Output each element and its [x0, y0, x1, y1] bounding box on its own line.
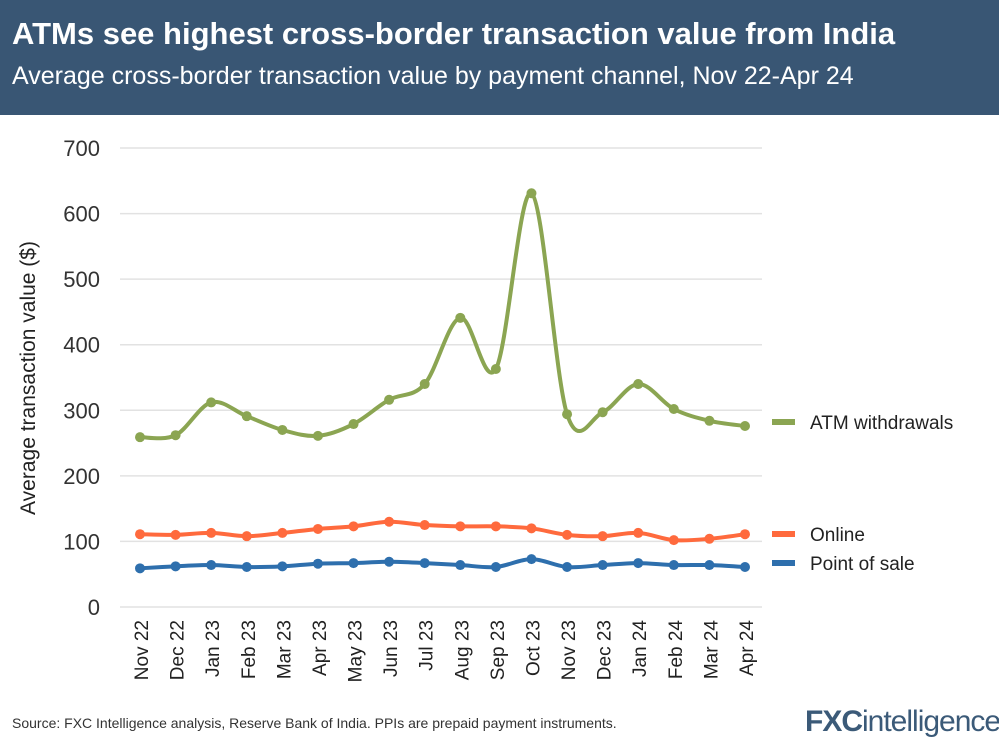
data-point-atm-withdrawals: [562, 409, 573, 420]
data-point-atm-withdrawals: [419, 379, 430, 390]
data-point-online: [135, 529, 145, 540]
data-point-online: [170, 529, 181, 540]
series-line-online: [139, 519, 746, 543]
x-tick-label: Mar 23: [274, 620, 295, 679]
data-point-online: [206, 527, 217, 538]
data-point-atm-withdrawals: [597, 407, 608, 418]
data-point-atm-withdrawals: [490, 363, 501, 374]
data-point-point-of-sale: [455, 560, 466, 571]
data-point-point-of-sale: [170, 561, 181, 572]
data-point-point-of-sale: [206, 560, 217, 571]
data-point-atm-withdrawals: [526, 188, 537, 199]
x-tick-label: Apr 24: [737, 620, 758, 676]
x-tick-label: Mar 24: [701, 620, 722, 680]
x-tick-label: Jul 23: [417, 620, 438, 671]
data-point-point-of-sale: [348, 558, 359, 569]
x-tick-label: Feb 23: [239, 620, 260, 679]
data-point-atm-withdrawals: [135, 432, 145, 443]
legend-label-point-of-sale: Point of sale: [810, 554, 915, 575]
x-tick-label: Dec 23: [595, 620, 616, 680]
data-point-point-of-sale: [597, 560, 608, 571]
data-point-atm-withdrawals: [170, 430, 181, 441]
data-point-point-of-sale: [241, 562, 252, 573]
y-axis-label: Average transaction value ($): [17, 241, 40, 515]
data-point-point-of-sale: [277, 561, 288, 572]
data-point-online: [384, 516, 395, 527]
data-point-point-of-sale: [384, 556, 395, 567]
source-note: Source: FXC Intelligence analysis, Reser…: [12, 715, 617, 731]
data-point-atm-withdrawals: [455, 312, 466, 323]
data-point-online: [597, 531, 608, 542]
data-point-atm-withdrawals: [384, 394, 395, 405]
data-point-online: [633, 527, 644, 538]
header: ATMs see highest cross-border transactio…: [0, 0, 999, 115]
data-point-atm-withdrawals: [312, 430, 323, 441]
data-point-point-of-sale: [135, 563, 145, 574]
y-tick-label: 100: [63, 529, 100, 554]
data-point-atm-withdrawals: [704, 415, 715, 426]
data-point-point-of-sale: [740, 562, 750, 573]
x-tick-label: Jun 23: [381, 620, 402, 677]
chart-subtitle: Average cross-border transaction value b…: [12, 62, 854, 90]
data-point-online: [704, 533, 715, 544]
x-tick-label: Apr 23: [310, 620, 331, 676]
x-tick-label: Jan 23: [203, 620, 224, 677]
data-point-atm-withdrawals: [348, 419, 359, 430]
data-point-online: [312, 523, 323, 534]
data-point-online: [455, 521, 466, 532]
data-point-point-of-sale: [704, 560, 715, 571]
y-tick-label: 400: [63, 333, 100, 358]
x-tick-label: Nov 23: [559, 620, 580, 680]
data-point-point-of-sale: [419, 558, 430, 569]
x-tick-label: Jan 24: [630, 620, 651, 677]
fxc-intelligence-logo: FXCintelligence: [805, 705, 999, 738]
data-point-point-of-sale: [490, 562, 501, 573]
y-tick-label: 500: [63, 267, 100, 292]
series-line-point-of-sale: [139, 557, 746, 571]
x-tick-label: Sep 23: [488, 620, 509, 680]
data-point-online: [740, 529, 750, 540]
y-tick-label: 300: [63, 398, 100, 423]
data-point-point-of-sale: [562, 562, 573, 573]
x-tick-label: Oct 23: [523, 620, 544, 676]
data-point-atm-withdrawals: [206, 397, 217, 408]
data-point-point-of-sale: [668, 560, 679, 571]
data-point-point-of-sale: [312, 558, 323, 569]
data-point-online: [490, 521, 501, 532]
data-point-online: [562, 529, 573, 540]
x-tick-label: Dec 22: [168, 620, 189, 680]
data-point-point-of-sale: [633, 558, 644, 569]
chart-title: ATMs see highest cross-border transactio…: [12, 16, 896, 51]
x-tick-label: Aug 23: [452, 620, 473, 680]
y-tick-label: 0: [88, 595, 100, 620]
data-point-atm-withdrawals: [277, 424, 288, 435]
data-point-online: [419, 520, 430, 531]
data-point-atm-withdrawals: [241, 411, 252, 422]
x-tick-label: Feb 24: [666, 620, 687, 680]
legend-label-online: Online: [810, 525, 865, 546]
data-point-atm-withdrawals: [668, 403, 679, 414]
y-tick-label: 200: [63, 464, 100, 489]
legend-label-atm-withdrawals: ATM withdrawals: [810, 413, 953, 434]
y-tick-label: 600: [63, 202, 100, 227]
y-tick-label: 700: [63, 136, 100, 161]
series-line-atm-withdrawals: [139, 191, 746, 441]
data-point-online: [241, 531, 252, 542]
data-point-point-of-sale: [526, 554, 537, 565]
data-point-atm-withdrawals: [633, 379, 644, 390]
data-point-online: [668, 535, 679, 546]
data-point-atm-withdrawals: [740, 421, 750, 432]
data-point-online: [526, 523, 537, 534]
data-point-online: [277, 527, 288, 538]
x-tick-label: Nov 22: [132, 620, 153, 680]
x-tick-label: May 23: [346, 620, 367, 682]
data-point-online: [348, 521, 359, 532]
